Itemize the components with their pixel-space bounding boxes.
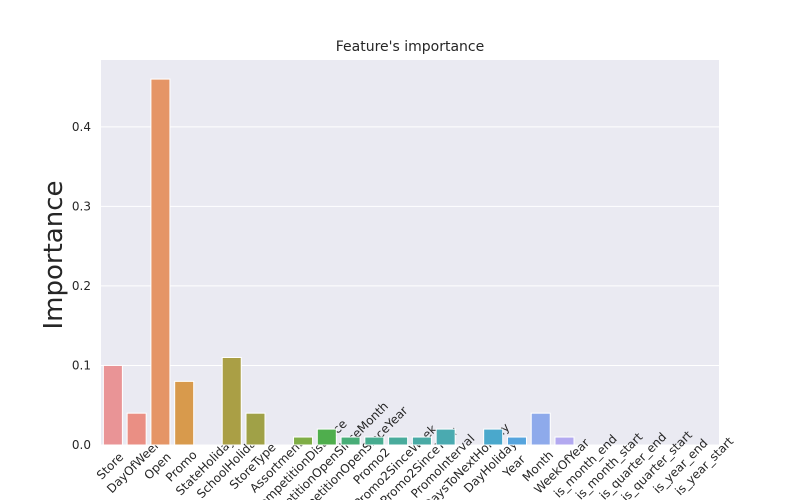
y-axis-label: Importance	[39, 181, 69, 330]
bar	[150, 78, 171, 446]
y-tick-label: 0.3	[72, 199, 91, 213]
bar	[506, 436, 527, 446]
bar	[364, 436, 385, 446]
y-tick-label: 0.2	[72, 279, 91, 293]
bar	[340, 436, 361, 446]
bar	[530, 412, 551, 446]
y-tick-label: 0.4	[72, 120, 91, 134]
y-tick-label: 0.1	[72, 358, 91, 372]
bar	[293, 436, 314, 446]
bar	[388, 436, 409, 446]
bar	[126, 412, 147, 446]
bar	[316, 428, 337, 446]
bar	[174, 380, 195, 446]
chart-title: Feature's importance	[336, 39, 484, 55]
bar	[245, 412, 266, 446]
bar	[221, 357, 242, 446]
bar	[435, 428, 456, 446]
y-tick-label: 0.0	[72, 438, 91, 452]
bar	[102, 364, 123, 446]
bar	[411, 436, 432, 446]
bar	[554, 436, 575, 446]
bar	[483, 428, 504, 446]
plot-area	[101, 60, 719, 445]
